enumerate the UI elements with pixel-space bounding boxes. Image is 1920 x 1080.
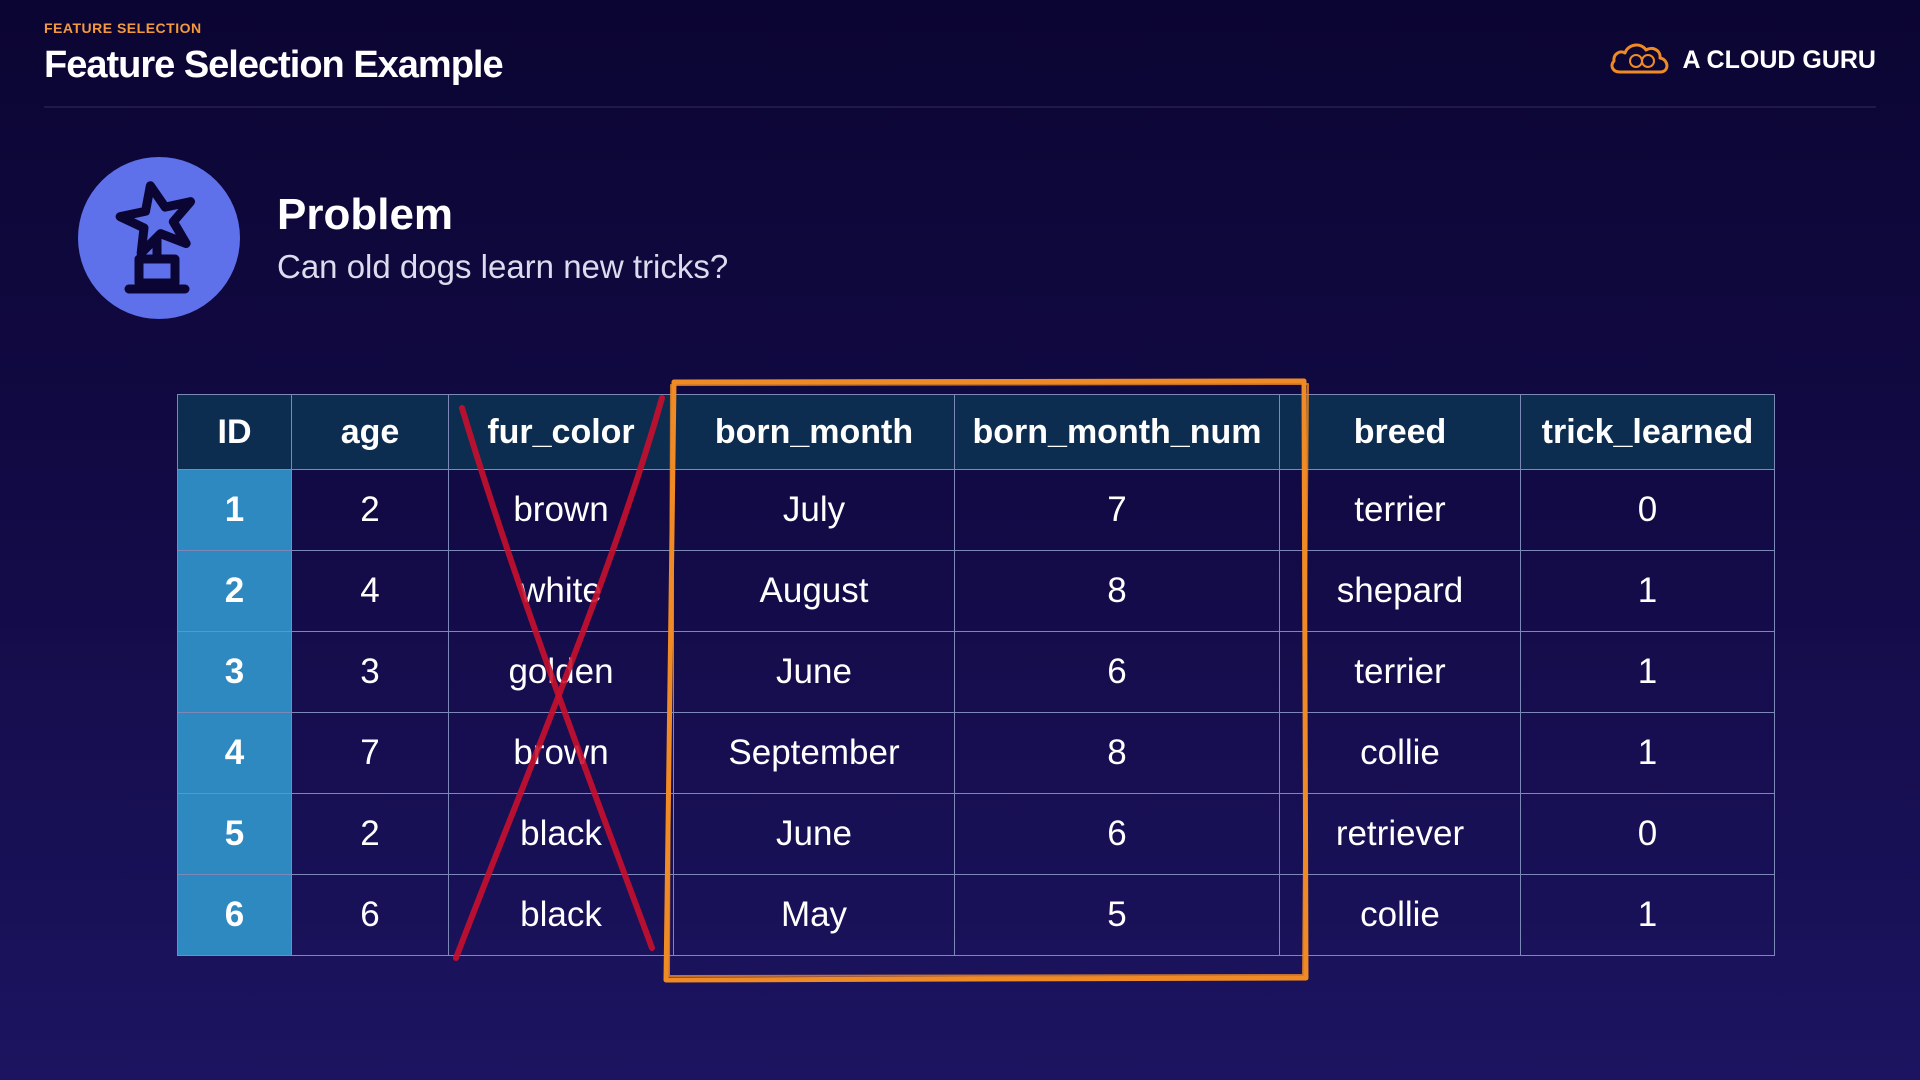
table-cell-born-month: July [673,469,955,551]
column-header-id: ID [177,394,292,470]
column-header-age: age [291,394,449,470]
dog-data-table: ID age fur_color born_month born_month_n… [177,394,1775,956]
table-cell-breed: retriever [1279,793,1521,875]
table-cell-breed: collie [1279,712,1521,794]
cloud-icon [1608,38,1672,83]
table-cell-breed: terrier [1279,469,1521,551]
table-cell-born-month: August [673,550,955,632]
table-cell-fur-color: black [448,793,674,875]
problem-section: Problem Can old dogs learn new tricks? [78,157,728,319]
table-cell-id: 6 [177,874,292,956]
page-title: Feature Selection Example [44,44,504,86]
table-cell-born-month: September [673,712,955,794]
table-cell-age: 7 [291,712,449,794]
table-row: 4 7 brown September 8 collie 1 [177,712,1775,794]
table-cell-trick-learned: 1 [1520,631,1775,713]
table-cell-born-month-num: 6 [954,631,1280,713]
column-header-fur-color: fur_color [448,394,674,470]
table-cell-id: 1 [177,469,292,551]
table-cell-fur-color: brown [448,469,674,551]
table-cell-id: 2 [177,550,292,632]
table-header-row: ID age fur_color born_month born_month_n… [177,394,1775,470]
table-cell-id: 3 [177,631,292,713]
table-cell-trick-learned: 0 [1520,793,1775,875]
trophy-icon-badge [78,157,240,319]
table-row: 2 4 white August 8 shepard 1 [177,550,1775,632]
table-cell-fur-color: golden [448,631,674,713]
trophy-icon [115,181,196,294]
table-cell-born-month: June [673,631,955,713]
table-row: 1 2 brown July 7 terrier 0 [177,469,1775,551]
table-cell-born-month: May [673,874,955,956]
column-header-born-month: born_month [673,394,955,470]
table-cell-breed: shepard [1279,550,1521,632]
column-header-born-month-num: born_month_num [954,394,1280,470]
table-cell-born-month: June [673,793,955,875]
table-cell-trick-learned: 1 [1520,712,1775,794]
table-cell-trick-learned: 1 [1520,874,1775,956]
table-cell-id: 5 [177,793,292,875]
table-cell-breed: terrier [1279,631,1521,713]
table-cell-breed: collie [1279,874,1521,956]
table-row: 6 6 black May 5 collie 1 [177,874,1775,956]
problem-text: Problem Can old dogs learn new tricks? [277,190,728,286]
table-cell-fur-color: white [448,550,674,632]
table-cell-born-month-num: 5 [954,874,1280,956]
table-row: 3 3 golden June 6 terrier 1 [177,631,1775,713]
table-cell-age: 3 [291,631,449,713]
logo-text: A CLOUD GURU [1682,46,1876,74]
table-row: 5 2 black June 6 retriever 0 [177,793,1775,875]
section-label: FEATURE SELECTION [44,20,202,36]
table-cell-born-month-num: 8 [954,550,1280,632]
table-cell-age: 2 [291,793,449,875]
table-cell-fur-color: brown [448,712,674,794]
table-cell-trick-learned: 1 [1520,550,1775,632]
table-cell-born-month-num: 6 [954,793,1280,875]
table-cell-age: 2 [291,469,449,551]
column-header-breed: breed [1279,394,1521,470]
problem-subtitle: Can old dogs learn new tricks? [277,248,729,285]
table-cell-id: 4 [177,712,292,794]
table-cell-born-month-num: 8 [954,712,1280,794]
table-cell-born-month-num: 7 [954,469,1280,551]
table-cell-fur-color: black [448,874,674,956]
problem-title: Problem [277,190,454,239]
column-header-trick-learned: trick_learned [1520,394,1775,470]
table-cell-age: 4 [291,550,449,632]
table-cell-age: 6 [291,874,449,956]
header-divider [44,106,1876,108]
brand-logo: A CLOUD GURU [1608,38,1876,83]
table-cell-trick-learned: 0 [1520,469,1775,551]
slide-header: FEATURE SELECTION Feature Selection Exam… [44,20,504,87]
